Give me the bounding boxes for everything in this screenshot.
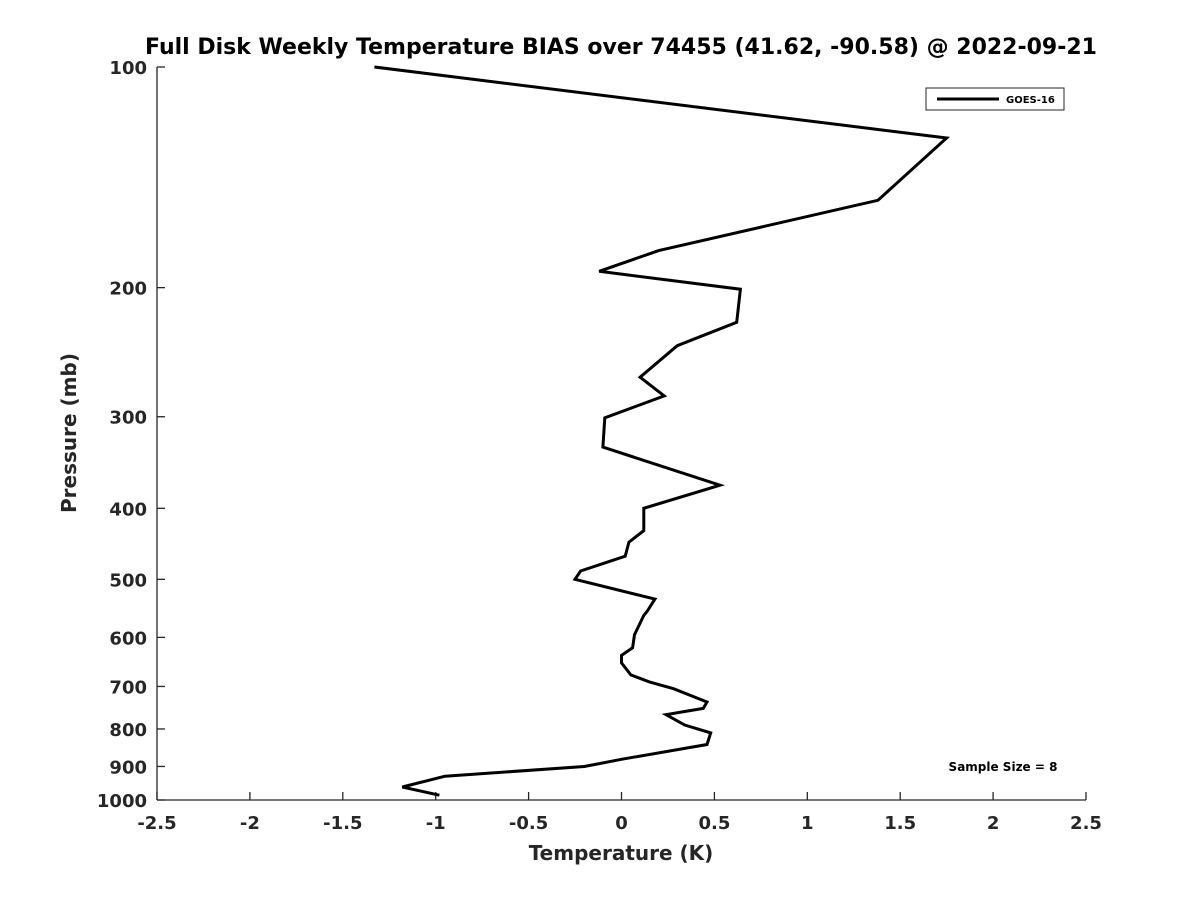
x-tick-label: -2.5	[137, 813, 176, 834]
x-tick-label: -1.5	[323, 813, 362, 834]
legend-label-goes-16: GOES-16	[1006, 95, 1055, 106]
legend: GOES-16	[925, 87, 1065, 111]
x-tick-label: 1	[801, 813, 814, 834]
x-tick-label: 0.5	[698, 813, 730, 834]
y-tick-label: 200	[109, 279, 147, 300]
sample-size-note: Sample Size = 8	[949, 760, 1058, 774]
y-tick-label: 800	[109, 720, 147, 741]
y-tick-label: 400	[109, 499, 147, 520]
y-axis-ticks: 100 200 300 400 500 600 700 800 900 1000	[97, 58, 165, 812]
x-axis-ticks: -2.5 -2 -1.5 -1 -0.5 0 0.5 1 1.5 2 2.5	[137, 792, 1102, 834]
x-tick-label: 2	[987, 813, 1000, 834]
x-tick-label: 1.5	[884, 813, 916, 834]
x-axis-label: Temperature (K)	[529, 841, 714, 865]
y-tick-label: 100	[109, 58, 147, 79]
y-tick-label: 700	[109, 677, 147, 698]
plot-background	[157, 67, 1086, 800]
y-tick-label: 500	[109, 570, 147, 591]
x-tick-label: -2	[240, 813, 260, 834]
chart-title: Full Disk Weekly Temperature BIAS over 7…	[145, 35, 1097, 60]
series-line-goes-16	[374, 65, 951, 797]
y-tick-label: 1000	[97, 791, 147, 812]
y-axis-label: Pressure (mb)	[57, 353, 81, 513]
plot-area: -2.5 -2 -1.5 -1 -0.5 0 0.5 1 1.5 2 2.5 100 200 300 40…	[97, 58, 1102, 834]
x-tick-label: 2.5	[1070, 813, 1102, 834]
y-tick-label: 900	[109, 757, 147, 778]
y-tick-label: 600	[109, 628, 147, 649]
series-layer	[374, 65, 951, 797]
x-tick-label: 0	[615, 813, 628, 834]
x-tick-label: -0.5	[509, 813, 548, 834]
y-tick-label: 300	[109, 408, 147, 429]
x-tick-label: -1	[426, 813, 446, 834]
